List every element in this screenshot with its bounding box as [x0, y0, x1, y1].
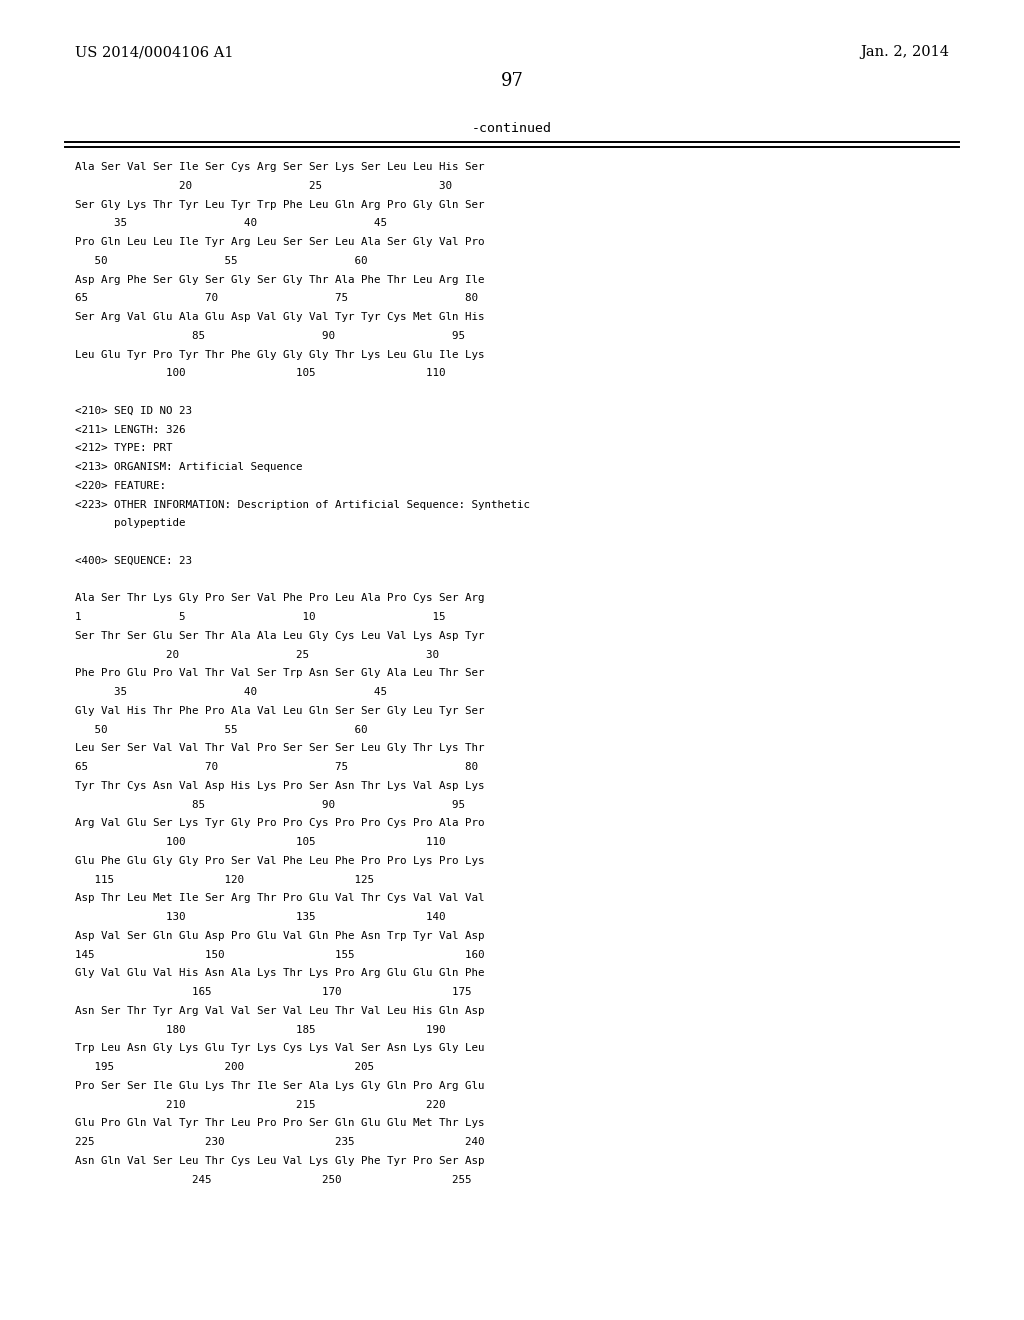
- Text: Gly Val His Thr Phe Pro Ala Val Leu Gln Ser Ser Gly Leu Tyr Ser: Gly Val His Thr Phe Pro Ala Val Leu Gln …: [75, 706, 484, 715]
- Text: 145                 150                 155                 160: 145 150 155 160: [75, 949, 484, 960]
- Text: Glu Phe Glu Gly Gly Pro Ser Val Phe Leu Phe Pro Pro Lys Pro Lys: Glu Phe Glu Gly Gly Pro Ser Val Phe Leu …: [75, 855, 484, 866]
- Text: 65                  70                  75                  80: 65 70 75 80: [75, 762, 478, 772]
- Text: -continued: -continued: [472, 121, 552, 135]
- Text: US 2014/0004106 A1: US 2014/0004106 A1: [75, 45, 233, 59]
- Text: 115                 120                 125: 115 120 125: [75, 875, 374, 884]
- Text: 100                 105                 110: 100 105 110: [75, 368, 445, 379]
- Text: 85                  90                  95: 85 90 95: [75, 800, 465, 809]
- Text: Jan. 2, 2014: Jan. 2, 2014: [860, 45, 949, 59]
- Text: Leu Ser Ser Val Val Thr Val Pro Ser Ser Ser Leu Gly Thr Lys Thr: Leu Ser Ser Val Val Thr Val Pro Ser Ser …: [75, 743, 484, 754]
- Text: Pro Gln Leu Leu Ile Tyr Arg Leu Ser Ser Leu Ala Ser Gly Val Pro: Pro Gln Leu Leu Ile Tyr Arg Leu Ser Ser …: [75, 238, 484, 247]
- Text: Glu Pro Gln Val Tyr Thr Leu Pro Pro Ser Gln Glu Glu Met Thr Lys: Glu Pro Gln Val Tyr Thr Leu Pro Pro Ser …: [75, 1118, 484, 1129]
- Text: 130                 135                 140: 130 135 140: [75, 912, 445, 921]
- Text: 50                  55                  60: 50 55 60: [75, 256, 368, 265]
- Text: 35                  40                  45: 35 40 45: [75, 686, 387, 697]
- Text: <223> OTHER INFORMATION: Description of Artificial Sequence: Synthetic: <223> OTHER INFORMATION: Description of …: [75, 499, 530, 510]
- Text: 65                  70                  75                  80: 65 70 75 80: [75, 293, 478, 304]
- Text: polypeptide: polypeptide: [75, 519, 185, 528]
- Text: 245                 250                 255: 245 250 255: [75, 1175, 471, 1184]
- Text: 50                  55                  60: 50 55 60: [75, 725, 368, 734]
- Text: <220> FEATURE:: <220> FEATURE:: [75, 480, 166, 491]
- Text: 180                 185                 190: 180 185 190: [75, 1024, 445, 1035]
- Text: 85                  90                  95: 85 90 95: [75, 331, 465, 341]
- Text: 20                  25                  30: 20 25 30: [75, 649, 439, 660]
- Text: Asn Gln Val Ser Leu Thr Cys Leu Val Lys Gly Phe Tyr Pro Ser Asp: Asn Gln Val Ser Leu Thr Cys Leu Val Lys …: [75, 1156, 484, 1166]
- Text: 195                 200                 205: 195 200 205: [75, 1063, 374, 1072]
- Text: Tyr Thr Cys Asn Val Asp His Lys Pro Ser Asn Thr Lys Val Asp Lys: Tyr Thr Cys Asn Val Asp His Lys Pro Ser …: [75, 780, 484, 791]
- Text: Asp Arg Phe Ser Gly Ser Gly Ser Gly Thr Ala Phe Thr Leu Arg Ile: Asp Arg Phe Ser Gly Ser Gly Ser Gly Thr …: [75, 275, 484, 285]
- Text: <213> ORGANISM: Artificial Sequence: <213> ORGANISM: Artificial Sequence: [75, 462, 302, 473]
- Text: Asp Val Ser Gln Glu Asp Pro Glu Val Gln Phe Asn Trp Tyr Val Asp: Asp Val Ser Gln Glu Asp Pro Glu Val Gln …: [75, 931, 484, 941]
- Text: <210> SEQ ID NO 23: <210> SEQ ID NO 23: [75, 405, 193, 416]
- Text: Phe Pro Glu Pro Val Thr Val Ser Trp Asn Ser Gly Ala Leu Thr Ser: Phe Pro Glu Pro Val Thr Val Ser Trp Asn …: [75, 668, 484, 678]
- Text: <212> TYPE: PRT: <212> TYPE: PRT: [75, 444, 172, 453]
- Text: Asp Thr Leu Met Ile Ser Arg Thr Pro Glu Val Thr Cys Val Val Val: Asp Thr Leu Met Ile Ser Arg Thr Pro Glu …: [75, 894, 484, 903]
- Text: 35                  40                  45: 35 40 45: [75, 218, 387, 228]
- Text: 210                 215                 220: 210 215 220: [75, 1100, 445, 1110]
- Text: Ser Gly Lys Thr Tyr Leu Tyr Trp Phe Leu Gln Arg Pro Gly Gln Ser: Ser Gly Lys Thr Tyr Leu Tyr Trp Phe Leu …: [75, 199, 484, 210]
- Text: Asn Ser Thr Tyr Arg Val Val Ser Val Leu Thr Val Leu His Gln Asp: Asn Ser Thr Tyr Arg Val Val Ser Val Leu …: [75, 1006, 484, 1016]
- Text: Ala Ser Val Ser Ile Ser Cys Arg Ser Ser Lys Ser Leu Leu His Ser: Ala Ser Val Ser Ile Ser Cys Arg Ser Ser …: [75, 162, 484, 172]
- Text: Trp Leu Asn Gly Lys Glu Tyr Lys Cys Lys Val Ser Asn Lys Gly Leu: Trp Leu Asn Gly Lys Glu Tyr Lys Cys Lys …: [75, 1043, 484, 1053]
- Text: Gly Val Glu Val His Asn Ala Lys Thr Lys Pro Arg Glu Glu Gln Phe: Gly Val Glu Val His Asn Ala Lys Thr Lys …: [75, 969, 484, 978]
- Text: Arg Val Glu Ser Lys Tyr Gly Pro Pro Cys Pro Pro Cys Pro Ala Pro: Arg Val Glu Ser Lys Tyr Gly Pro Pro Cys …: [75, 818, 484, 828]
- Text: <400> SEQUENCE: 23: <400> SEQUENCE: 23: [75, 556, 193, 566]
- Text: 20                  25                  30: 20 25 30: [75, 181, 452, 191]
- Text: Ala Ser Thr Lys Gly Pro Ser Val Phe Pro Leu Ala Pro Cys Ser Arg: Ala Ser Thr Lys Gly Pro Ser Val Phe Pro …: [75, 593, 484, 603]
- Text: Pro Ser Ser Ile Glu Lys Thr Ile Ser Ala Lys Gly Gln Pro Arg Glu: Pro Ser Ser Ile Glu Lys Thr Ile Ser Ala …: [75, 1081, 484, 1090]
- Text: <211> LENGTH: 326: <211> LENGTH: 326: [75, 425, 185, 434]
- Text: 100                 105                 110: 100 105 110: [75, 837, 445, 847]
- Text: 225                 230                 235                 240: 225 230 235 240: [75, 1137, 484, 1147]
- Text: Ser Arg Val Glu Ala Glu Asp Val Gly Val Tyr Tyr Cys Met Gln His: Ser Arg Val Glu Ala Glu Asp Val Gly Val …: [75, 312, 484, 322]
- Text: 1               5                  10                  15: 1 5 10 15: [75, 612, 445, 622]
- Text: 97: 97: [501, 73, 523, 90]
- Text: 165                 170                 175: 165 170 175: [75, 987, 471, 997]
- Text: Ser Thr Ser Glu Ser Thr Ala Ala Leu Gly Cys Leu Val Lys Asp Tyr: Ser Thr Ser Glu Ser Thr Ala Ala Leu Gly …: [75, 631, 484, 640]
- Text: Leu Glu Tyr Pro Tyr Thr Phe Gly Gly Gly Thr Lys Leu Glu Ile Lys: Leu Glu Tyr Pro Tyr Thr Phe Gly Gly Gly …: [75, 350, 484, 359]
